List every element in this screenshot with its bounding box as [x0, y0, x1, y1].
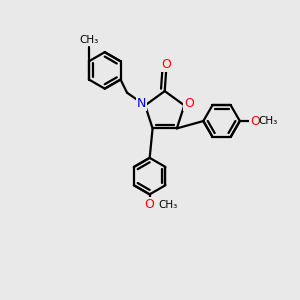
- Text: N: N: [137, 98, 146, 110]
- Text: CH₃: CH₃: [79, 35, 99, 45]
- Text: CH₃: CH₃: [158, 200, 177, 210]
- Text: O: O: [161, 58, 171, 71]
- Text: O: O: [184, 98, 194, 110]
- Text: CH₃: CH₃: [258, 116, 278, 126]
- Text: O: O: [145, 198, 154, 211]
- Text: O: O: [250, 115, 260, 128]
